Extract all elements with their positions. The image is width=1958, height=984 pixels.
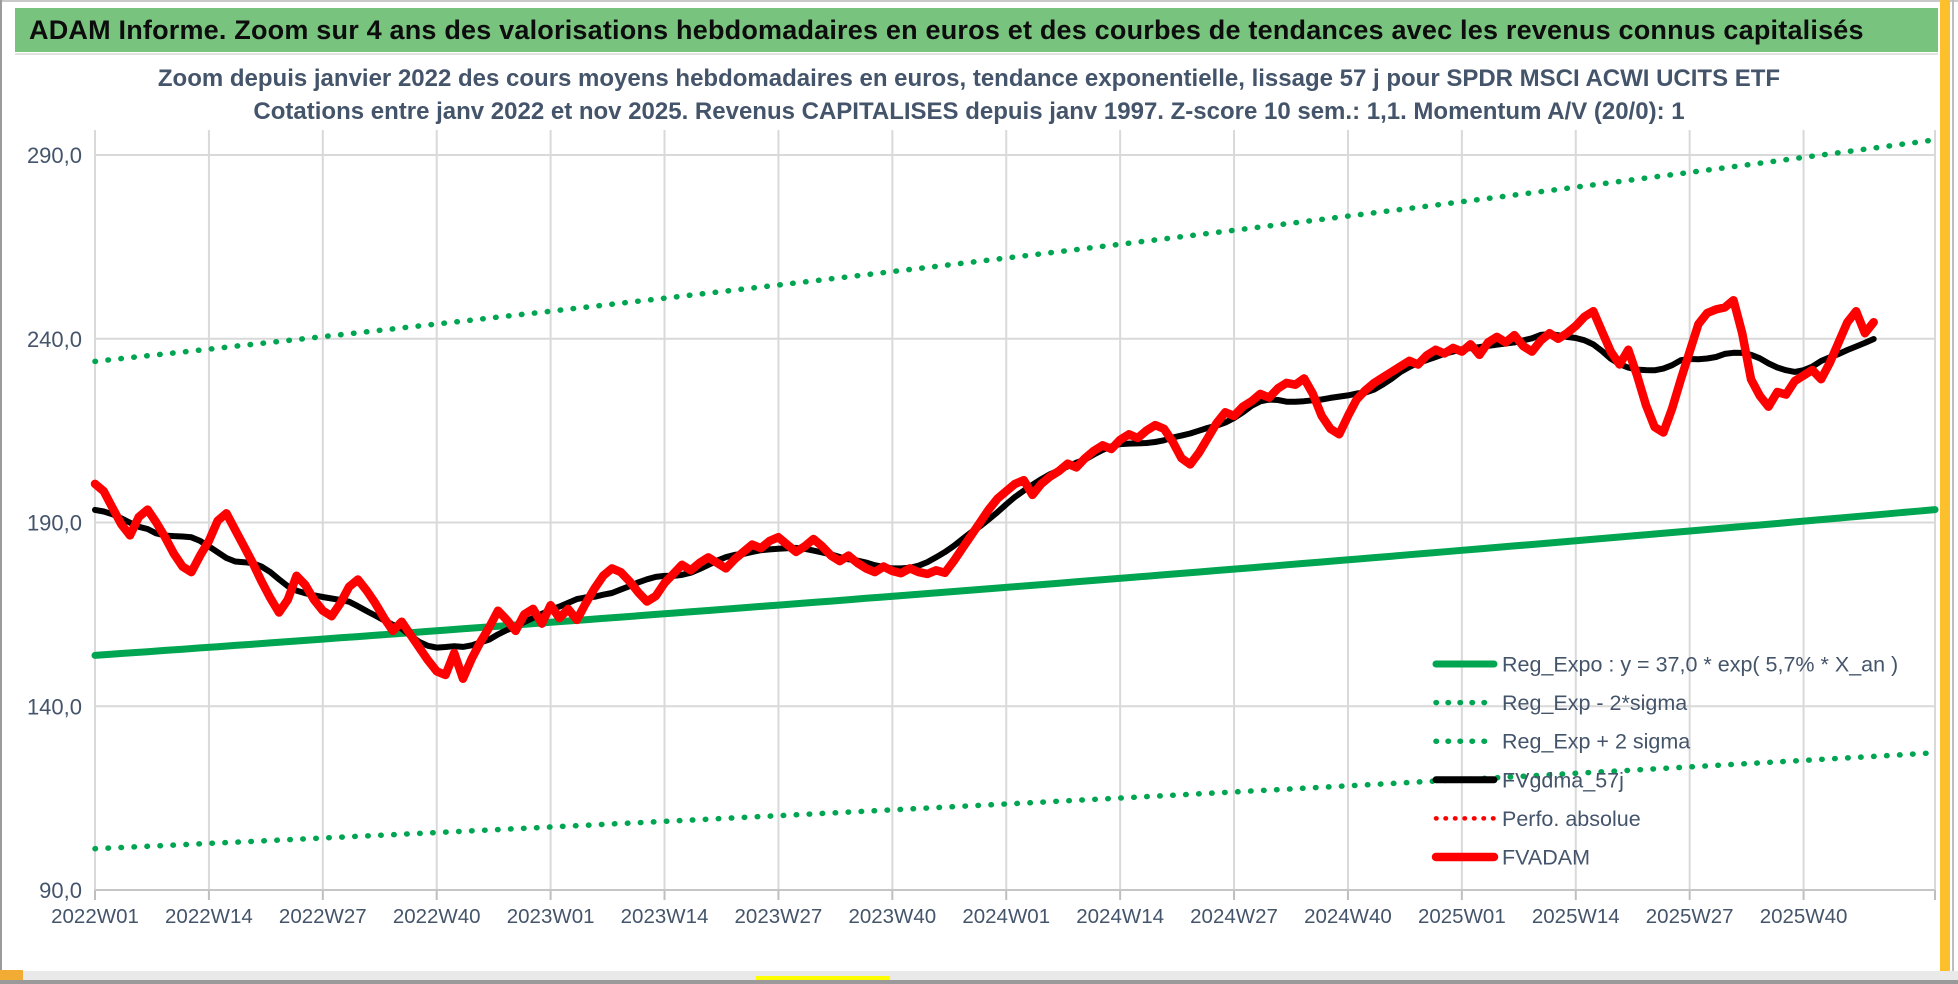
bottom-highlight-mark — [756, 976, 890, 980]
chart-title: Zoom depuis janvier 2022 des cours moyen… — [0, 62, 1938, 128]
fvgdma-line — [92, 331, 1877, 651]
chart-title-line1: Zoom depuis janvier 2022 des cours moyen… — [157, 65, 1781, 92]
x-axis-tick-label: 2024W40 — [1304, 905, 1392, 928]
window-right-edge — [1952, 0, 1954, 975]
chart-selection-right-border — [1940, 0, 1950, 975]
bottom-scroll-strip[interactable] — [0, 971, 1958, 980]
trend-regression-line — [91, 506, 1939, 659]
x-axis-tick-label: 2024W01 — [962, 905, 1050, 928]
y-axis-tick-label: 290,0 — [27, 143, 82, 168]
x-axis-tick-label: 2023W14 — [621, 905, 709, 928]
x-axis-tick-label: 2024W14 — [1076, 905, 1164, 928]
legend-label-5: Perfo. absolue — [1502, 807, 1641, 831]
legend-label-3: Reg_Exp + 2 sigma — [1502, 730, 1690, 754]
y-axis-tick-label: 90,0 — [39, 878, 82, 903]
x-axis-tick-label: 2022W14 — [165, 905, 253, 928]
x-axis-tick-label: 2022W40 — [393, 905, 481, 928]
header-divider — [15, 53, 1938, 55]
x-axis-tick-label: 2023W27 — [735, 905, 823, 928]
x-axis-tick-label: 2025W01 — [1418, 905, 1506, 928]
x-axis-tick-label: 2023W01 — [507, 905, 595, 928]
legend-label-6: FVADAM — [1502, 846, 1590, 870]
trend-band-line — [92, 137, 1938, 365]
bottom-left-handle[interactable] — [0, 970, 23, 981]
x-axis-tick-label: 2022W01 — [51, 905, 139, 928]
x-axis-tick-label: 2023W40 — [848, 905, 936, 928]
fvadam-line — [90, 295, 1878, 683]
sheet-header-bar: ADAM Informe. Zoom sur 4 ans des valoris… — [15, 8, 1938, 52]
legend-label-2: Reg_Exp - 2*sigma — [1502, 691, 1687, 715]
window-left-edge — [0, 0, 2, 975]
chart-title-line2: Cotations entre janv 2022 et nov 2025. R… — [253, 98, 1685, 125]
y-axis-tick-label: 140,0 — [27, 694, 82, 719]
x-axis-tick-label: 2024W27 — [1190, 905, 1278, 928]
window-top-edge — [0, 0, 1958, 2]
y-axis-tick-label: 190,0 — [27, 511, 82, 536]
x-axis-tick-label: 2022W27 — [279, 905, 367, 928]
legend-label-1: Reg_Expo : y = 37,0 * exp( 5,7% * X_an ) — [1502, 653, 1898, 677]
x-axis-tick-label: 2025W40 — [1760, 905, 1848, 928]
sheet-header-title: ADAM Informe. Zoom sur 4 ans des valoris… — [29, 14, 1864, 45]
legend-label-4: FVgdma_57j — [1502, 768, 1624, 792]
y-axis-tick-label: 240,0 — [27, 327, 82, 352]
x-axis-tick-label: 2025W27 — [1646, 905, 1734, 928]
x-axis-tick-label: 2025W14 — [1532, 905, 1620, 928]
window-bottom-edge — [0, 980, 1958, 984]
trend-band-line — [92, 750, 1938, 852]
